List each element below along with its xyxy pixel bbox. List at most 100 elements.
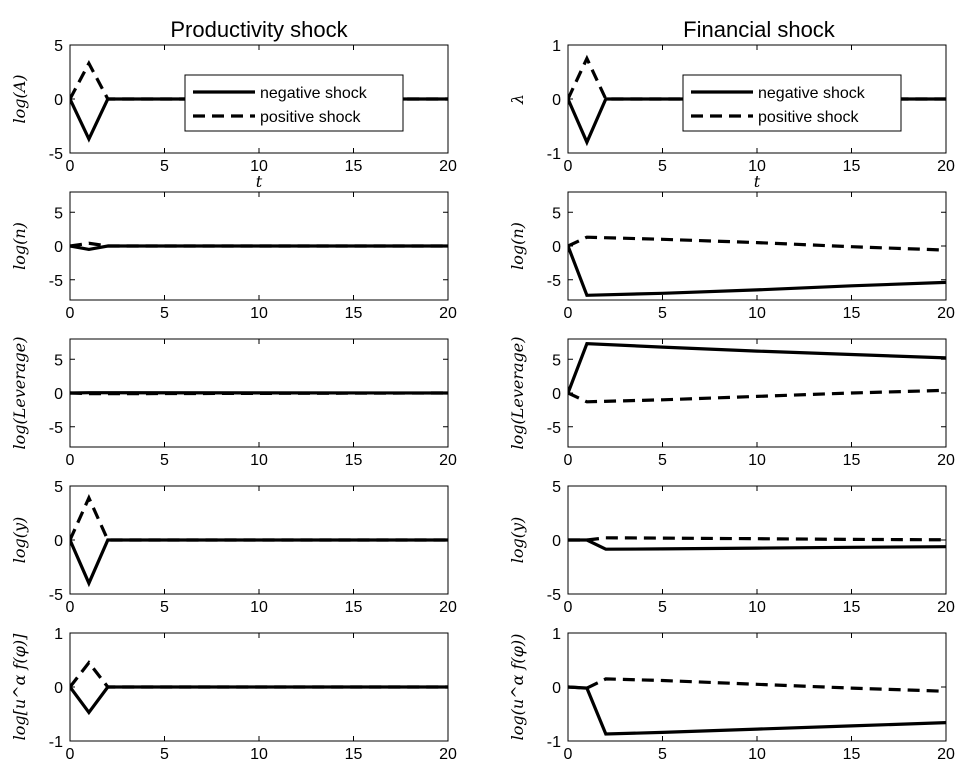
x-tick-label: 15 [345, 158, 363, 175]
x-tick-label: 0 [66, 599, 75, 616]
x-tick-label: 5 [160, 599, 169, 616]
y-tick-label: 0 [54, 386, 63, 403]
x-tick-label: 10 [748, 158, 766, 175]
axes-box [567, 485, 947, 595]
y-tick-label: 0 [54, 92, 63, 109]
y-tick-label: -5 [547, 587, 561, 604]
legend-label: negative shock [758, 85, 866, 102]
series-line-positive [70, 660, 448, 689]
x-tick-label: 0 [66, 158, 75, 175]
x-tick-label: 0 [564, 452, 573, 469]
x-tick-label: 10 [748, 599, 766, 616]
x-tick-label: 0 [66, 452, 75, 469]
x-tick-label: 0 [66, 746, 75, 763]
series-line-positive [70, 493, 448, 542]
x-tick-label: 15 [843, 599, 861, 616]
column-title-productivity: Productivity shock [170, 17, 348, 42]
y-tick-label: 1 [54, 626, 63, 643]
series-line-negative [568, 685, 946, 736]
y-axis-label: log(Leverage) [10, 337, 29, 450]
y-tick-label: 5 [54, 352, 63, 369]
y-axis-label: log(A) [10, 74, 29, 123]
y-axis-label: log(n) [508, 222, 527, 270]
y-tick-label: -1 [547, 146, 561, 163]
series-line-positive [70, 241, 448, 248]
x-axis-label: t [256, 172, 263, 191]
y-tick-label: 0 [552, 239, 561, 256]
y-tick-label: -5 [547, 420, 561, 437]
x-tick-label: 20 [439, 452, 457, 469]
y-axis-label: log(Leverage) [508, 337, 527, 450]
x-tick-label: 5 [658, 599, 667, 616]
y-tick-label: 5 [54, 38, 63, 55]
y-axis-label: log(y) [10, 517, 29, 564]
x-tick-label: 10 [748, 746, 766, 763]
y-axis-label: log[u^α f(φ)] [10, 633, 29, 740]
y-tick-label: 0 [54, 680, 63, 697]
y-tick-label: 5 [54, 205, 63, 222]
x-tick-label: 5 [160, 746, 169, 763]
x-tick-label: 15 [843, 158, 861, 175]
y-tick-label: 0 [54, 239, 63, 256]
x-tick-label: 5 [658, 452, 667, 469]
x-tick-label: 0 [564, 305, 573, 322]
y-axis-label: λ [508, 94, 527, 105]
y-tick-label: -5 [49, 587, 63, 604]
y-tick-label: -5 [49, 420, 63, 437]
x-axis-label: t [754, 172, 761, 191]
series-line-negative [568, 245, 946, 297]
x-tick-label: 0 [564, 158, 573, 175]
x-tick-label: 20 [937, 158, 955, 175]
series-line-positive [568, 54, 946, 101]
y-axis-label: log(y) [508, 517, 527, 564]
y-tick-label: 0 [54, 533, 63, 550]
x-tick-label: 5 [658, 746, 667, 763]
legend-box [184, 74, 404, 132]
series-line-negative [70, 244, 448, 252]
x-tick-label: 0 [564, 599, 573, 616]
x-tick-label: 10 [250, 158, 268, 175]
x-tick-label: 20 [937, 305, 955, 322]
x-tick-label: 15 [345, 599, 363, 616]
x-tick-label: 0 [564, 746, 573, 763]
legend-label: negative shock [260, 85, 368, 102]
series-line-negative [70, 538, 448, 588]
series-line-positive [568, 677, 946, 693]
axes-box [567, 191, 947, 301]
x-tick-label: 15 [345, 452, 363, 469]
y-tick-label: -1 [547, 734, 561, 751]
x-tick-label: 15 [345, 305, 363, 322]
x-tick-label: 10 [250, 746, 268, 763]
x-tick-label: 20 [439, 158, 457, 175]
y-tick-label: 0 [552, 386, 561, 403]
x-tick-label: 5 [658, 158, 667, 175]
axes-box [567, 632, 947, 742]
y-tick-label: 5 [54, 479, 63, 496]
x-tick-label: 5 [160, 452, 169, 469]
x-tick-label: 5 [160, 158, 169, 175]
legend: negative shock positive shock [184, 74, 404, 132]
y-tick-label: 1 [552, 38, 561, 55]
legend-box [682, 74, 902, 132]
series-line-positive [568, 235, 946, 252]
x-tick-label: 15 [843, 452, 861, 469]
x-tick-label: 10 [748, 452, 766, 469]
x-tick-label: 20 [937, 746, 955, 763]
y-tick-label: 0 [552, 680, 561, 697]
legend-label: positive shock [260, 109, 361, 126]
x-tick-label: 10 [748, 305, 766, 322]
series-line-negative [568, 538, 946, 551]
legend-label: positive shock [758, 109, 859, 126]
x-tick-label: 20 [937, 452, 955, 469]
x-tick-label: 20 [439, 599, 457, 616]
y-tick-label: -5 [49, 146, 63, 163]
